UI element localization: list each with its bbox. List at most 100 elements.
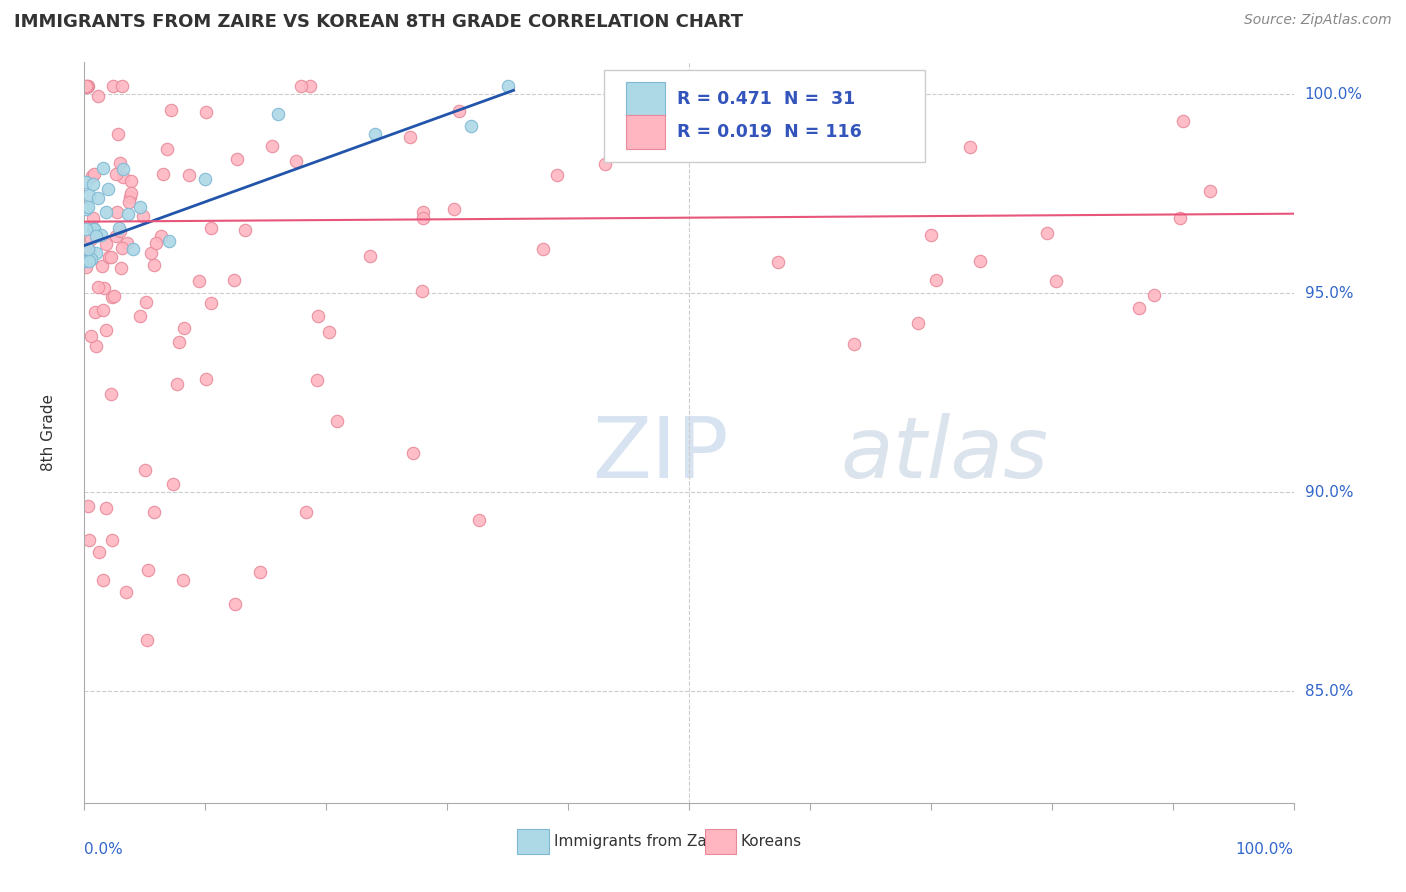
Point: [143, 505, 166, 519]
Text: 95.0%: 95.0%: [1305, 285, 1353, 301]
Point: [326, 414, 349, 428]
Text: 85.0%: 85.0%: [1305, 684, 1353, 698]
Point: [128, 200, 150, 214]
Point: [359, 249, 381, 263]
FancyBboxPatch shape: [626, 115, 665, 149]
Point: [260, 138, 283, 153]
Point: [1035, 226, 1057, 240]
Point: [84, 246, 107, 260]
Point: [107, 127, 129, 141]
Point: [1168, 211, 1191, 225]
Point: [249, 565, 271, 579]
Text: atlas: atlas: [841, 413, 1047, 496]
Point: [75, 254, 97, 268]
Point: [110, 260, 132, 275]
Point: [87, 545, 110, 559]
FancyBboxPatch shape: [704, 829, 737, 854]
Point: [94, 501, 117, 516]
Point: [398, 130, 420, 145]
Point: [86, 280, 108, 294]
Point: [766, 255, 789, 269]
Point: [91, 302, 114, 317]
Point: [138, 563, 160, 577]
Text: 90.0%: 90.0%: [1305, 485, 1353, 500]
Point: [1045, 274, 1067, 288]
Point: [135, 632, 157, 647]
Point: [120, 186, 142, 200]
Point: [90, 259, 112, 273]
Point: [159, 103, 181, 118]
Point: [96, 204, 118, 219]
Point: [166, 376, 188, 391]
Point: [200, 221, 222, 235]
Point: [721, 146, 744, 161]
Point: [496, 79, 519, 94]
Point: [173, 321, 195, 335]
Point: [117, 236, 139, 251]
Point: [531, 243, 554, 257]
Point: [75, 244, 97, 259]
Point: [108, 224, 131, 238]
FancyBboxPatch shape: [605, 70, 925, 162]
Point: [101, 79, 124, 94]
Point: [100, 387, 122, 401]
Point: [108, 155, 131, 169]
Point: [120, 174, 142, 188]
Point: [172, 573, 194, 587]
Point: [82, 211, 104, 225]
Point: [129, 309, 152, 323]
Point: [290, 79, 312, 94]
Point: [363, 127, 385, 141]
Point: [118, 195, 141, 210]
Point: [105, 205, 128, 219]
Point: [411, 284, 433, 298]
Point: [865, 85, 887, 99]
Point: [84, 305, 107, 319]
Point: [132, 210, 155, 224]
Text: 100.0%: 100.0%: [1236, 842, 1294, 856]
Point: [295, 505, 318, 519]
Point: [225, 153, 247, 167]
Point: [443, 202, 465, 216]
FancyBboxPatch shape: [517, 829, 548, 854]
Text: 0.0%: 0.0%: [84, 842, 124, 856]
Point: [155, 142, 177, 156]
Point: [83, 221, 105, 235]
Point: [100, 290, 122, 304]
Point: [87, 89, 110, 103]
Point: [75, 79, 97, 94]
Point: [284, 153, 307, 168]
Point: [233, 223, 256, 237]
Point: [157, 234, 180, 248]
Point: [907, 317, 929, 331]
Point: [546, 169, 568, 183]
Point: [110, 241, 132, 255]
Point: [97, 250, 120, 264]
Point: [112, 170, 135, 185]
Point: [117, 207, 139, 221]
Point: [139, 246, 162, 260]
Point: [222, 273, 245, 287]
Point: [80, 169, 103, 183]
Point: [96, 323, 118, 337]
Point: [402, 445, 425, 459]
Point: [179, 168, 201, 182]
Point: [84, 229, 107, 244]
Point: [318, 325, 340, 339]
Point: [80, 252, 103, 267]
Point: [135, 294, 157, 309]
Text: 100.0%: 100.0%: [1305, 87, 1362, 102]
Point: [84, 339, 107, 353]
Point: [460, 119, 482, 133]
Point: [97, 182, 120, 196]
Point: [76, 79, 98, 94]
Point: [75, 175, 97, 189]
Point: [187, 274, 209, 288]
Point: [86, 191, 108, 205]
Point: [83, 167, 105, 181]
Point: [83, 221, 105, 235]
Point: [162, 477, 184, 491]
Text: 8th Grade: 8th Grade: [41, 394, 56, 471]
Point: [307, 309, 329, 323]
Point: [103, 288, 125, 302]
